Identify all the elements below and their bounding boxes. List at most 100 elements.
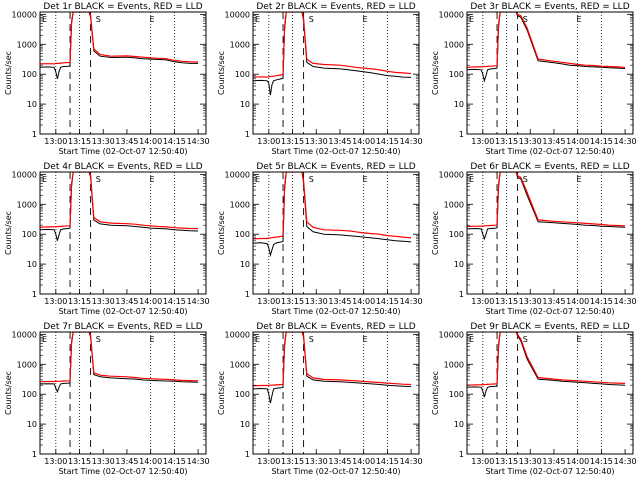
panel-title: Det 3r BLACK = Events, RED = LLD: [470, 2, 629, 12]
panel-series: [467, 12, 626, 83]
y-tick-label: 100: [22, 230, 37, 239]
marker-label: E: [577, 175, 582, 184]
marker-label: E: [469, 175, 474, 184]
panel-title: Det 2r BLACK = Events, RED = LLD: [256, 2, 415, 12]
y-axis-label: Counts/sec: [217, 211, 226, 255]
x-tick-label: 14:15: [163, 457, 186, 466]
panel-title: Det 6r BLACK = Events, RED = LLD: [470, 162, 629, 172]
x-axis-label: Start Time (02-Oct-07 12:50:40): [58, 147, 187, 156]
marker-label: E: [469, 15, 474, 24]
y-tick-label: 1: [32, 130, 37, 139]
x-tick-label: 13:45: [328, 137, 351, 146]
series-lld-line: [467, 172, 626, 228]
y-tick-label: 100: [235, 230, 250, 239]
panel-series: [467, 332, 626, 398]
x-axis-label: Start Time (02-Oct-07 12:50:40): [271, 147, 400, 156]
panel-5: Det 5r BLACK = Events, RED = LLD S E E 1 10 10…: [217, 162, 423, 316]
x-tick-label: 13:00: [44, 137, 67, 146]
y-tick-label: 10000: [439, 170, 464, 179]
series-lld-line: [467, 12, 626, 68]
x-tick-label: 13:45: [542, 457, 565, 466]
y-tick-label: 100: [22, 390, 37, 399]
y-tick-label: 1000: [230, 40, 250, 49]
x-tick-label: 14:15: [590, 457, 613, 466]
marker-label: E: [42, 15, 47, 24]
x-tick-label: 13:30: [92, 457, 115, 466]
x-tick-label: 13:15: [281, 297, 304, 306]
panel-series: [253, 12, 412, 96]
marker-label: S: [523, 175, 528, 184]
marker-label: E: [42, 335, 47, 344]
x-tick-label: 14:00: [139, 297, 162, 306]
marker-label: E: [150, 175, 155, 184]
x-tick-label: 14:00: [566, 457, 589, 466]
y-tick-label: 10: [27, 260, 37, 269]
panel-title: Det 5r BLACK = Events, RED = LLD: [256, 162, 415, 172]
y-axis-label: Counts/sec: [4, 371, 13, 415]
y-tick-label: 1: [245, 450, 250, 459]
plot-frame: [466, 171, 634, 295]
x-tick-label: 13:30: [519, 457, 542, 466]
y-tick-label: 100: [22, 70, 37, 79]
panel-6: Det 6r BLACK = Events, RED = LLD S E E 1 10 10…: [431, 162, 637, 316]
y-tick-label: 1000: [444, 360, 464, 369]
y-tick-label: 10000: [439, 10, 464, 19]
series-lld-line: [253, 332, 412, 387]
y-axis-label: Counts/sec: [431, 211, 440, 255]
y-tick-label: 10000: [225, 170, 250, 179]
x-tick-label: 14:30: [187, 457, 210, 466]
x-tick-label: 14:30: [400, 297, 423, 306]
x-tick-label: 14:00: [139, 137, 162, 146]
x-tick-label: 14:15: [163, 297, 186, 306]
x-tick-label: 13:30: [305, 297, 328, 306]
x-tick-label: 14:00: [566, 137, 589, 146]
y-axis-label: Counts/sec: [4, 51, 13, 95]
y-axis-label: Counts/sec: [431, 371, 440, 415]
x-tick-label: 13:15: [495, 137, 518, 146]
plot-frame: [252, 11, 420, 135]
x-tick-label: 13:30: [305, 137, 328, 146]
marker-label: S: [309, 15, 314, 24]
x-tick-label: 14:30: [614, 457, 637, 466]
marker-label: E: [150, 335, 155, 344]
y-tick-label: 10000: [439, 330, 464, 339]
y-tick-label: 10: [27, 420, 37, 429]
x-tick-label: 13:15: [281, 457, 304, 466]
marker-label: E: [577, 335, 582, 344]
x-tick-label: 13:00: [257, 457, 280, 466]
y-tick-label: 10000: [12, 10, 37, 19]
x-axis-label: Start Time (02-Oct-07 12:50:40): [485, 467, 614, 476]
y-tick-label: 1000: [444, 200, 464, 209]
panel-4: Det 4r BLACK = Events, RED = LLD S E E 1 10 10…: [4, 162, 210, 316]
y-tick-label: 1000: [230, 360, 250, 369]
plot-frame: [39, 11, 207, 135]
x-tick-label: 14:15: [376, 297, 399, 306]
plot-frame: [466, 11, 634, 135]
marker-label: E: [363, 175, 368, 184]
panel-2: Det 2r BLACK = Events, RED = LLD S E E 1 10 10…: [217, 2, 423, 156]
x-tick-label: 14:15: [590, 137, 613, 146]
x-tick-label: 13:00: [44, 457, 67, 466]
panel-9: Det 9r BLACK = Events, RED = LLD S E E 1 10 10…: [431, 322, 637, 476]
x-tick-label: 13:45: [542, 297, 565, 306]
x-tick-label: 14:30: [187, 137, 210, 146]
marker-label: E: [363, 335, 368, 344]
x-tick-label: 14:15: [163, 137, 186, 146]
y-tick-label: 10: [240, 420, 250, 429]
y-tick-label: 10: [454, 100, 464, 109]
x-tick-label: 13:45: [115, 137, 138, 146]
series-lld-line: [40, 12, 199, 65]
x-tick-label: 13:00: [471, 457, 494, 466]
x-tick-label: 14:00: [352, 137, 375, 146]
x-tick-label: 14:30: [614, 137, 637, 146]
x-tick-label: 14:00: [139, 457, 162, 466]
plot-frame: [252, 331, 420, 455]
series-events-line: [467, 12, 626, 83]
y-tick-label: 100: [235, 70, 250, 79]
x-tick-label: 13:45: [115, 297, 138, 306]
y-tick-label: 1000: [230, 200, 250, 209]
marker-label: E: [150, 15, 155, 24]
series-lld-line: [467, 332, 626, 386]
marker-label: S: [309, 175, 314, 184]
y-tick-label: 1: [245, 290, 250, 299]
